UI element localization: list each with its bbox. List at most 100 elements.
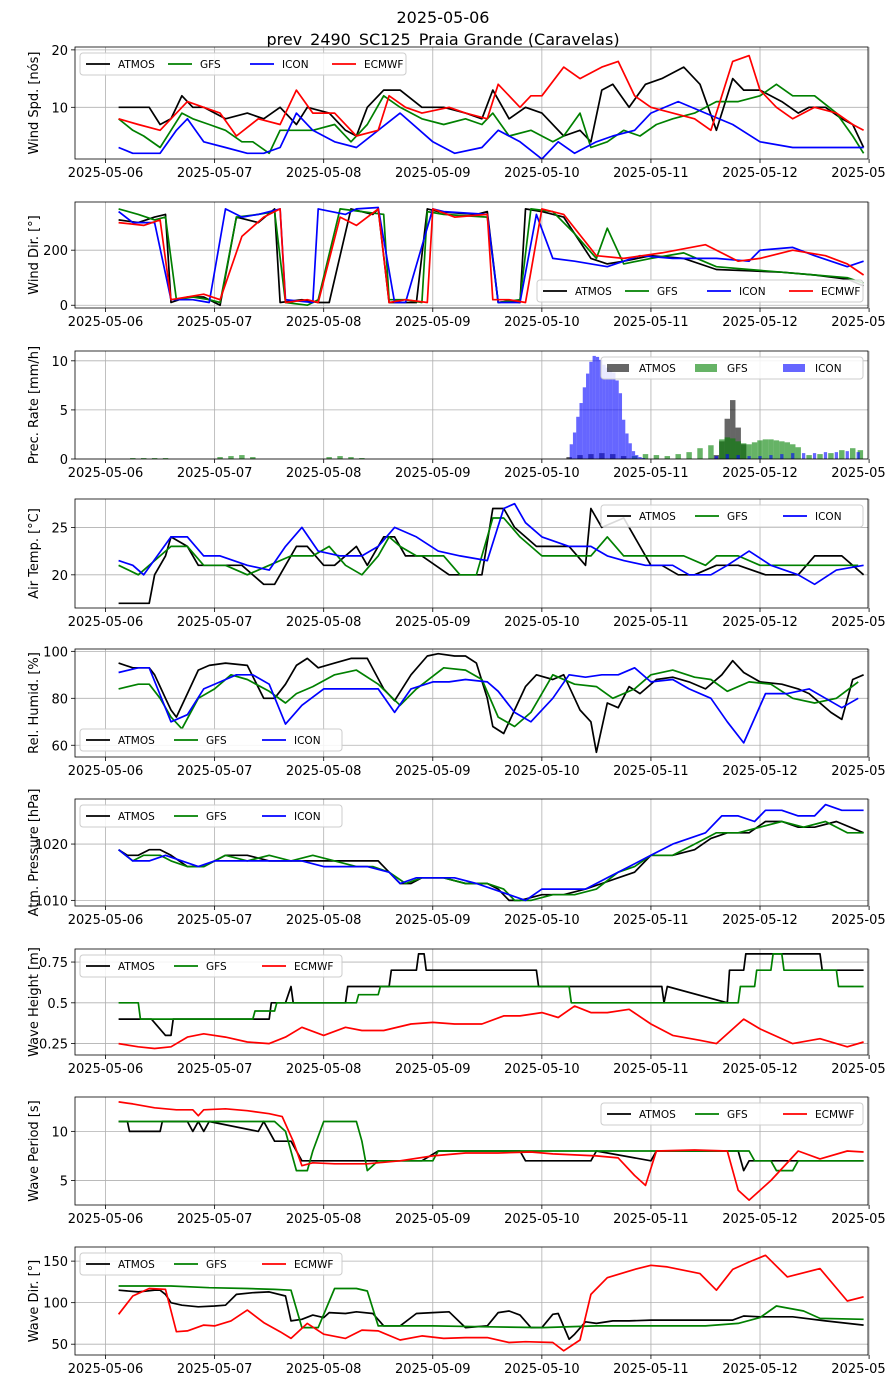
y-ticks: 60 80 100 <box>43 645 75 754</box>
legend: ATMOS GFS ECMWF <box>600 1102 864 1126</box>
legend-label: ATMOS <box>639 363 676 375</box>
bar <box>823 452 828 459</box>
bar <box>140 458 147 459</box>
x-tick-label: 2025-05-06 <box>68 166 144 181</box>
bar <box>791 453 795 459</box>
series-line-gfs <box>118 666 859 730</box>
series-line-icon <box>118 206 864 304</box>
legend-label: ATMOS <box>575 286 612 298</box>
data-layer <box>118 652 864 754</box>
x-tick-label: 2025-05-08 <box>286 913 362 928</box>
legend-label: GFS <box>206 735 227 747</box>
legend-label: ICON <box>815 511 842 523</box>
legend-label: ICON <box>282 59 309 71</box>
series-icon <box>569 355 860 459</box>
legend-label: GFS <box>200 59 221 71</box>
x-tick-label: 2025-05-09 <box>395 466 471 481</box>
y-ticks: 0.25 0.5 0.75 <box>39 956 75 1053</box>
series-line-atmos <box>118 66 865 148</box>
legend-item-ecmwf: ECMWF <box>789 286 860 298</box>
panel-9: 2025-05-06 2025-05-07 2025-05-08 2025-05-09… <box>27 1246 886 1377</box>
bar <box>857 450 864 459</box>
legend-item-gfs: GFS <box>695 1109 748 1121</box>
bar <box>605 367 609 459</box>
data-layer <box>118 1101 864 1201</box>
x-tick-label: 2025-05-11 <box>613 764 689 779</box>
y-tick-label: 25 <box>51 521 68 536</box>
legend-item-atmos: ATMOS <box>543 286 612 298</box>
bar <box>162 458 169 459</box>
bar <box>348 457 354 459</box>
bar <box>845 451 849 459</box>
bar <box>740 443 747 459</box>
x-tick-label: 2025-05-10 <box>504 466 580 481</box>
bar <box>762 439 769 459</box>
panel-5: 2025-05-06 2025-05-07 2025-05-08 2025-05-09… <box>27 645 886 779</box>
x-tick-label: 2025-05-10 <box>504 1362 580 1377</box>
legend-item-icon: ICON <box>783 363 842 375</box>
legend-item-gfs: GFS <box>625 286 678 298</box>
x-ticks: 2025-05-06 2025-05-07 2025-05-08 2025-05-09… <box>68 308 886 330</box>
legend-label: GFS <box>206 1259 227 1271</box>
legend-item-atmos: ATMOS <box>607 1109 676 1121</box>
x-tick-label: 2025-05-07 <box>177 615 253 630</box>
legend-label: GFS <box>206 961 227 973</box>
bar <box>622 419 626 459</box>
y-tick-label: 0 <box>60 299 68 314</box>
bar <box>746 444 752 459</box>
axes-frame <box>74 350 869 460</box>
legend-label: ECMWF <box>294 1259 333 1271</box>
x-ticks: 2025-05-06 2025-05-07 2025-05-08 2025-05-09… <box>68 1205 886 1227</box>
legend-box <box>79 804 343 828</box>
legend-item-atmos: ATMOS <box>86 1259 155 1271</box>
bar <box>359 458 365 459</box>
x-tick-label: 2025-05-09 <box>395 1062 471 1077</box>
x-tick-label: 2025-05-10 <box>504 1062 580 1077</box>
legend: ATMOS GFS ICON <box>79 804 343 828</box>
axes-frame <box>74 948 869 1056</box>
legend-box <box>79 1252 343 1276</box>
bar <box>653 455 660 459</box>
axes-frame <box>74 201 869 309</box>
x-tick-label: 2025-05-08 <box>286 1212 362 1227</box>
y-ticks: 5 10 <box>51 1125 75 1189</box>
x-tick-label: 2025-05-11 <box>613 166 689 181</box>
legend-label: ATMOS <box>118 735 155 747</box>
legend-label: GFS <box>727 1109 748 1121</box>
bar <box>795 447 801 459</box>
x-tick-label: 2025-05-12 <box>722 315 798 330</box>
legend-box <box>600 1102 864 1126</box>
x-tick-label: 2025-05-13 <box>831 913 886 928</box>
y-axis-label: Wave Height [m] <box>27 947 42 1057</box>
axes-frame <box>74 46 869 160</box>
bar <box>599 359 603 459</box>
series-gfs <box>130 437 864 459</box>
x-tick-label: 2025-05-07 <box>177 764 253 779</box>
legend-box <box>536 279 864 303</box>
bar <box>839 450 845 459</box>
bar <box>812 453 817 459</box>
y-tick-label: 200 <box>43 244 68 259</box>
legend-item-atmos: ATMOS <box>86 811 155 823</box>
x-tick-label: 2025-05-13 <box>831 1362 886 1377</box>
y-tick-label: 150 <box>43 1255 68 1270</box>
y-axis-label: Wind Spd. [nós] <box>27 52 42 155</box>
x-ticks: 2025-05-06 2025-05-07 2025-05-08 2025-05-09… <box>68 459 886 481</box>
x-tick-label: 2025-05-09 <box>395 1362 471 1377</box>
series-line-icon <box>118 666 859 744</box>
x-tick-label: 2025-05-13 <box>831 466 886 481</box>
series-line-atmos <box>118 1289 864 1341</box>
legend-item-gfs: GFS <box>168 59 221 71</box>
x-tick-label: 2025-05-07 <box>177 1212 253 1227</box>
y-tick-label: 5 <box>60 1174 68 1189</box>
legend-item-ecmwf: ECMWF <box>783 1109 854 1121</box>
x-tick-label: 2025-05-06 <box>68 764 144 779</box>
legend-label: GFS <box>727 363 748 375</box>
bar <box>779 441 785 459</box>
x-tick-label: 2025-05-08 <box>286 315 362 330</box>
bar <box>130 458 136 459</box>
x-tick-label: 2025-05-10 <box>504 315 580 330</box>
x-tick-label: 2025-05-10 <box>504 913 580 928</box>
bar <box>769 455 773 459</box>
series-line-ecmwf <box>118 54 864 137</box>
